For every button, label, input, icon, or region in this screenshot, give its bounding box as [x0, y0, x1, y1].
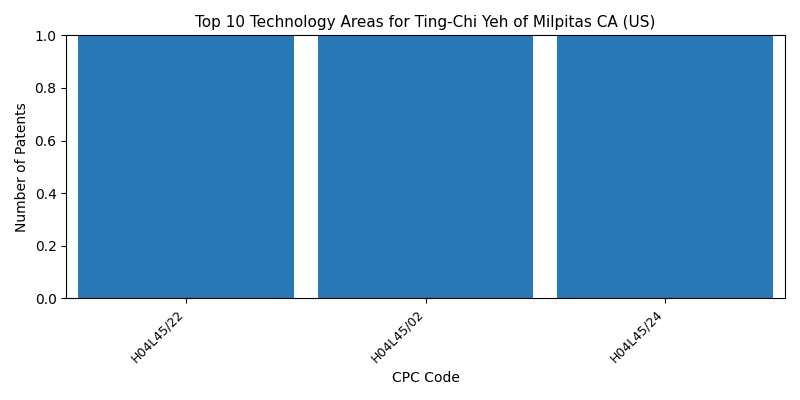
- Bar: [558, 35, 773, 298]
- Y-axis label: Number of Patents: Number of Patents: [15, 102, 29, 232]
- Bar: [318, 35, 534, 298]
- Title: Top 10 Technology Areas for Ting-Chi Yeh of Milpitas CA (US): Top 10 Technology Areas for Ting-Chi Yeh…: [195, 15, 656, 30]
- X-axis label: CPC Code: CPC Code: [392, 371, 459, 385]
- Bar: [78, 35, 294, 298]
